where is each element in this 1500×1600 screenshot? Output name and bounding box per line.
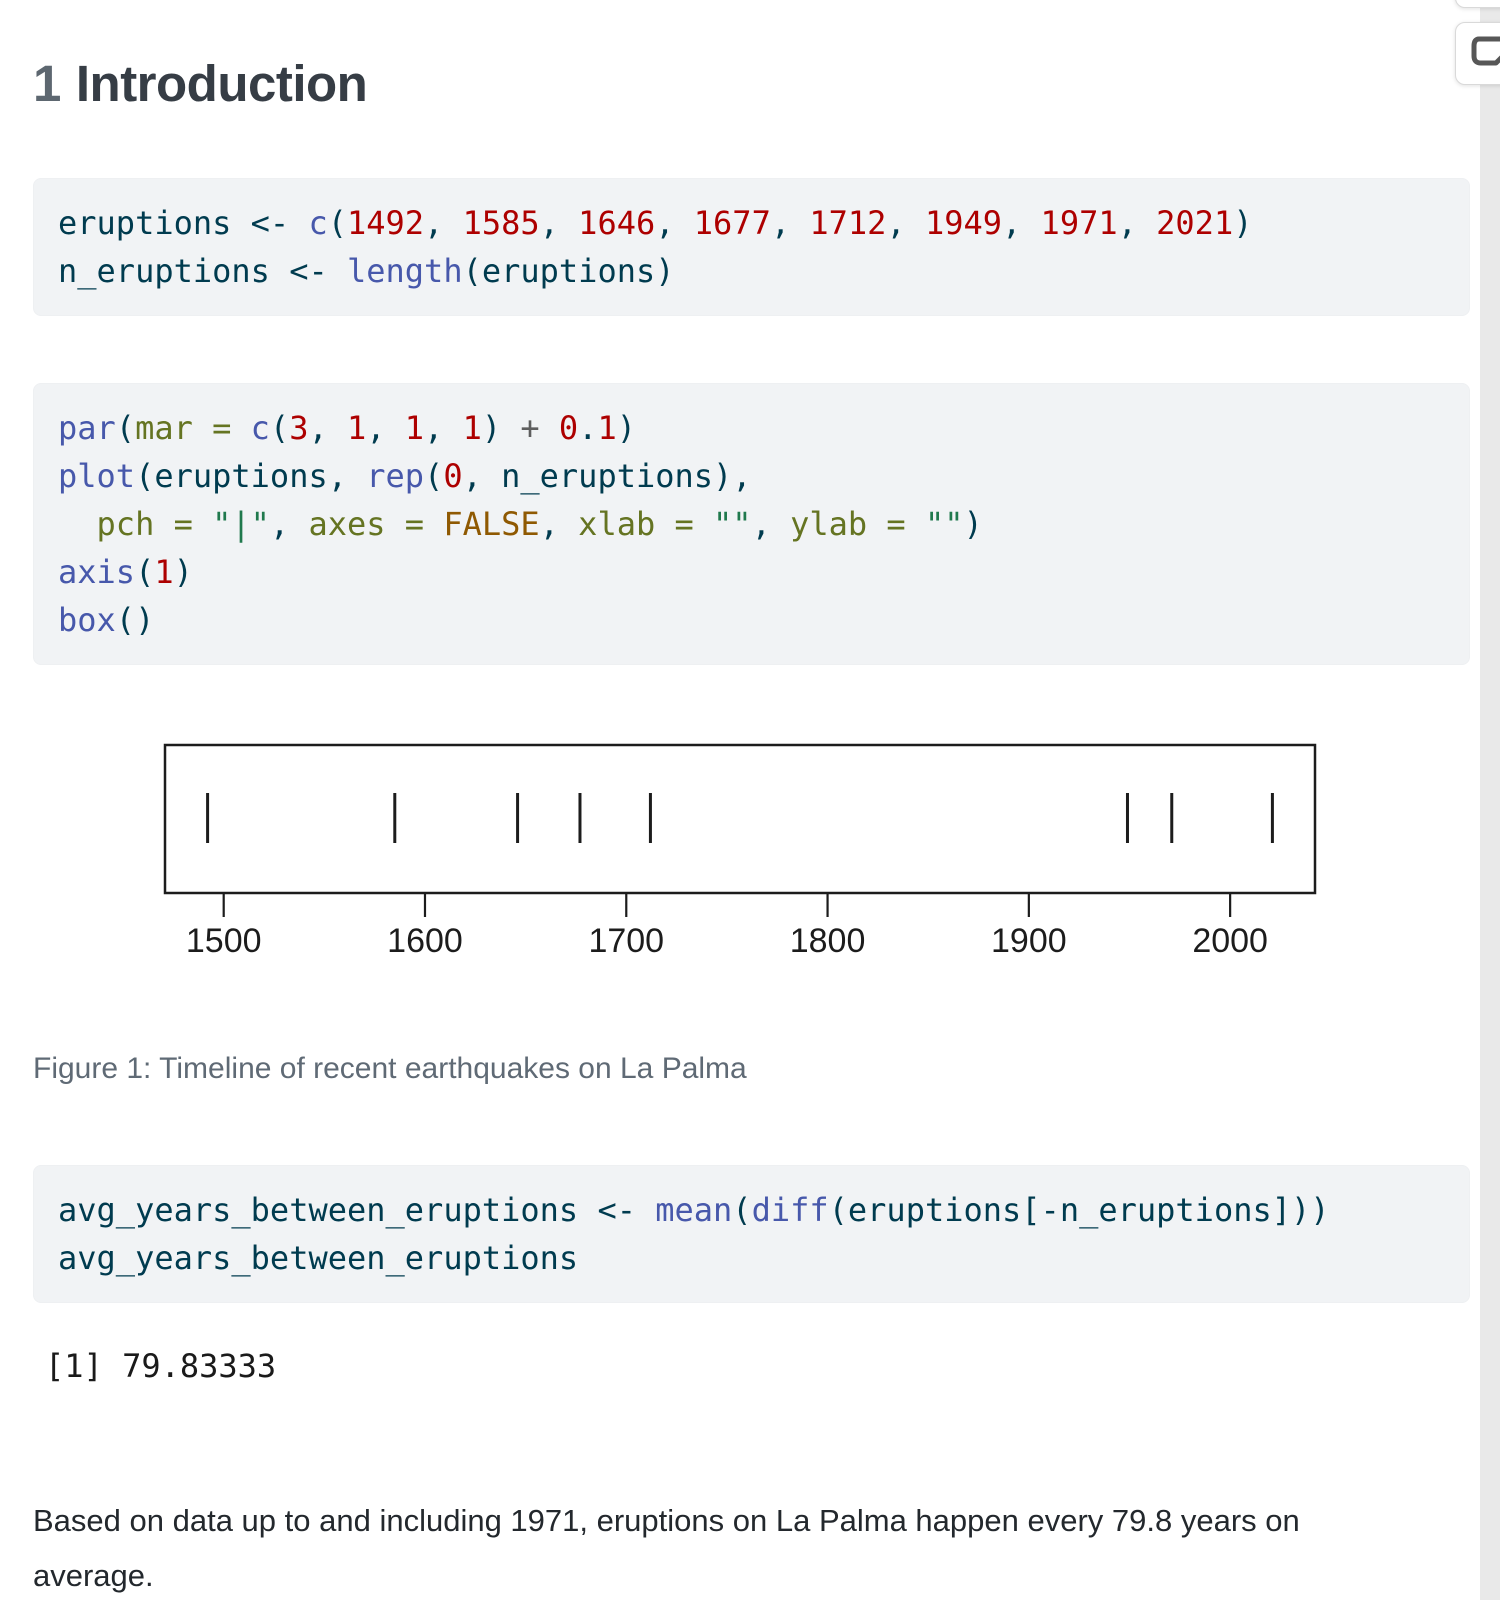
code-line: axis(1) (58, 553, 193, 591)
axis-tick-label: 1700 (588, 922, 664, 960)
code-line: n_eruptions <- length(eruptions) (58, 252, 675, 290)
code-line: par(mar = c(3, 1, 1, 1) + 0.1) (58, 409, 636, 447)
code-line: avg_years_between_eruptions <- mean(diff… (58, 1191, 1330, 1229)
page-title-text: Introduction (75, 55, 368, 113)
code-block-plot: par(mar = c(3, 1, 1, 1) + 0.1) plot(erupt… (33, 383, 1470, 665)
axis-tick-label: 1800 (790, 922, 866, 960)
timeline-plot: 1500 1600 1700 1800 1900 2000 (163, 743, 1317, 960)
code-line: pch = "|", axes = FALSE, xlab = "", ylab… (96, 505, 983, 543)
axis-tick-label: 1900 (991, 922, 1067, 960)
axis-tick-label: 1500 (186, 922, 262, 960)
code-block-average: avg_years_between_eruptions <- mean(diff… (33, 1165, 1470, 1303)
annotation-note-icon (1471, 36, 1500, 65)
annotate-button[interactable] (1455, 22, 1500, 85)
code-block-eruptions: eruptions <- c(1492, 1585, 1646, 1677, 1… (33, 178, 1470, 316)
timeline-figure: 1500 1600 1700 1800 1900 2000 (30, 700, 1360, 990)
axis-tick-label: 2000 (1192, 922, 1268, 960)
section-number: 1 (33, 55, 61, 113)
code-line: plot(eruptions, rep(0, n_eruptions), (58, 457, 752, 495)
code-line: eruptions <- c(1492, 1585, 1646, 1677, 1… (58, 204, 1253, 242)
sidebar-top-button[interactable] (1455, 0, 1500, 8)
axis-tick-label: 1600 (387, 922, 463, 960)
page-title: 1 Introduction (33, 54, 368, 114)
code-output: [1] 79.83333 (45, 1347, 277, 1385)
figure-caption: Figure 1: Timeline of recent earthquakes… (33, 1052, 747, 1085)
annotation-sidebar-strip (1480, 0, 1500, 1600)
code-line: box() (58, 601, 155, 639)
code-line: avg_years_between_eruptions (58, 1239, 579, 1277)
body-paragraph: Based on data up to and including 1971, … (33, 1503, 1300, 1593)
